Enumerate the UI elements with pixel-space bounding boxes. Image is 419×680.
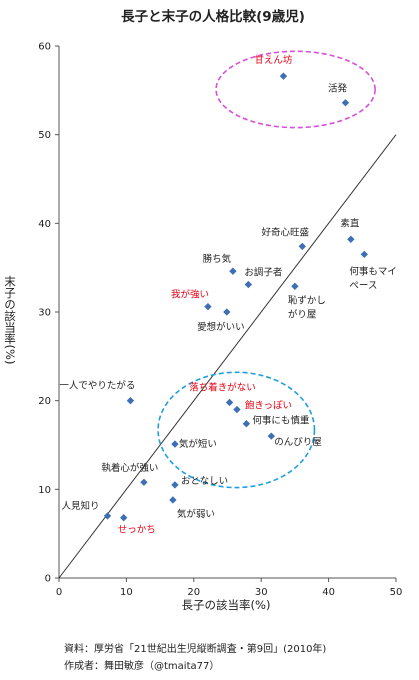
data-point-marker	[140, 478, 148, 486]
data-point-label: 甘えん坊	[254, 54, 293, 66]
group-ellipse-2	[157, 371, 316, 489]
data-point-label: 人見知り	[62, 500, 100, 512]
data-point-marker	[291, 282, 299, 290]
reference-diagonal-line	[58, 134, 397, 579]
group-ellipse-1	[215, 50, 376, 129]
x-tick-label: 40	[322, 587, 335, 598]
x-axis-label: 長子の該当率(%)	[182, 598, 271, 612]
data-point-marker	[347, 235, 355, 243]
data-point-label: 気が短い	[179, 438, 217, 450]
data-point-label-line2: ペース	[349, 280, 377, 291]
y-tick-label: 10	[38, 485, 51, 496]
x-tick-label: 0	[56, 587, 62, 598]
data-point-marker	[120, 514, 128, 522]
data-point-label: 一人でやりたがる	[59, 380, 135, 392]
x-tick-label: 20	[187, 587, 200, 598]
data-point-marker	[103, 512, 112, 520]
data-point-label: 何事もマイ	[349, 265, 397, 277]
data-point-marker	[225, 398, 234, 407]
data-point-marker	[341, 99, 350, 107]
author-note: 作成者：舞田敏彦（@tmaita77）	[64, 661, 220, 672]
data-point-marker	[244, 280, 253, 289]
x-tick-label: 30	[255, 587, 268, 598]
y-tick-label: 30	[38, 308, 51, 319]
source-note: 資料：厚労省「21世紀出生児縦断調査・第9回」(2010年)	[64, 644, 327, 655]
data-point-label: 我が強い	[171, 289, 209, 301]
data-point-label: 勝ち気	[203, 253, 232, 265]
data-point-marker	[298, 242, 306, 251]
data-point-label: 活発	[328, 83, 348, 95]
y-tick-label: 0	[45, 574, 51, 585]
data-point-label: 落ち着きがない	[189, 381, 256, 393]
data-point-marker	[233, 405, 241, 414]
x-tick-label: 10	[120, 587, 133, 598]
data-point-marker	[171, 481, 179, 489]
y-tick-label: 40	[38, 219, 51, 230]
y-tick-label: 50	[38, 130, 51, 141]
data-point-label: のんびり屋	[274, 437, 322, 448]
data-point-label: 執着心が強い	[101, 462, 158, 474]
data-point-label: 素直	[340, 217, 360, 229]
data-point-label: 愛想がいい	[197, 321, 245, 333]
data-point-label: せっかち	[118, 525, 156, 536]
data-point-label: 恥ずかし	[288, 295, 326, 306]
data-point-marker	[229, 267, 237, 275]
data-point-label-line2: がり屋	[288, 308, 317, 320]
data-point-marker	[242, 420, 251, 428]
y-tick-label: 60	[38, 42, 51, 53]
x-tick-label: 50	[390, 587, 403, 598]
y-axis-label: 末子の該当率(%)	[3, 275, 17, 365]
data-point-label: 飽きっぽい	[245, 400, 292, 412]
data-point-marker	[126, 396, 135, 405]
data-point-label: 気が弱い	[177, 508, 215, 520]
data-point-marker	[169, 496, 177, 504]
data-point-label: 何事にも慎重	[252, 415, 310, 427]
data-point-marker	[360, 250, 368, 259]
chart-title: 長子と末子の人格比較(9歳児)	[121, 8, 305, 25]
data-point-marker	[279, 72, 288, 80]
data-point-label: 好奇心旺盛	[262, 226, 310, 238]
data-point-label: おとなしい	[181, 476, 228, 487]
data-point-marker	[204, 303, 212, 311]
y-tick-label: 20	[38, 396, 51, 407]
data-point-label: お調子者	[244, 267, 282, 279]
data-point-marker	[223, 308, 231, 316]
data-point-marker	[171, 440, 179, 448]
y-axis-label-group: 末子の該当率(%)	[3, 275, 17, 365]
data-point-marker	[267, 432, 275, 440]
